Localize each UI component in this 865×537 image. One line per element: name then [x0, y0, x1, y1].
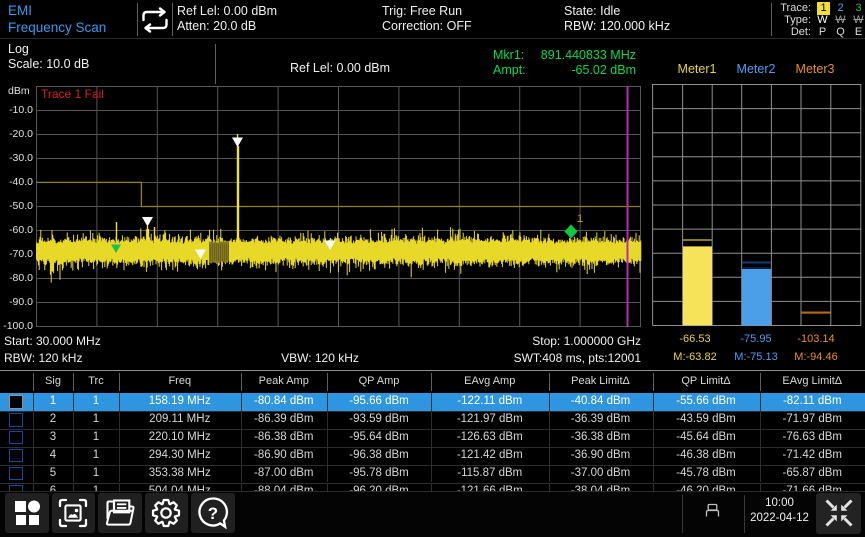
- svg-text:?: ?: [208, 504, 218, 523]
- svg-text:1: 1: [577, 213, 583, 225]
